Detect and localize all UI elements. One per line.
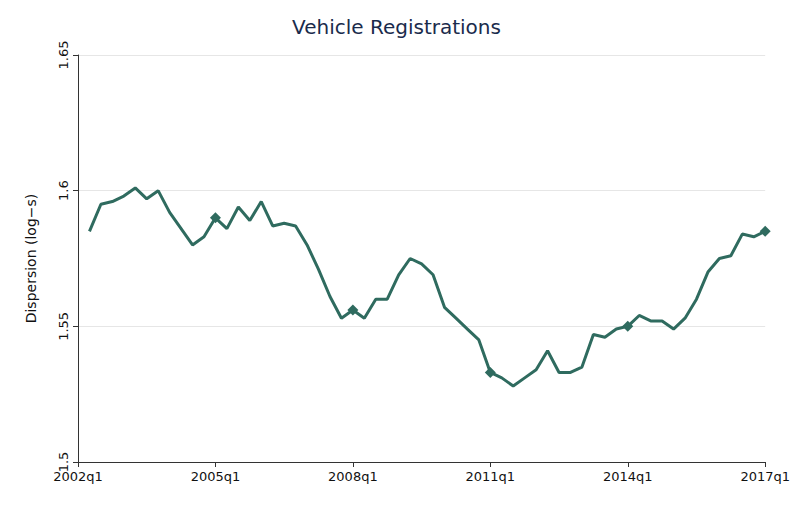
svg-text:1.65: 1.65	[56, 41, 71, 70]
svg-text:1.6: 1.6	[56, 180, 71, 201]
svg-text:2002q1: 2002q1	[53, 469, 103, 484]
svg-text:Dispersion (log−s): Dispersion (log−s)	[23, 194, 39, 324]
svg-text:1.55: 1.55	[56, 312, 71, 341]
svg-text:Vehicle Registrations: Vehicle Registrations	[292, 15, 501, 39]
svg-text:2008q1: 2008q1	[328, 469, 378, 484]
svg-text:2017q1: 2017q1	[740, 469, 790, 484]
svg-text:2011q1: 2011q1	[466, 469, 516, 484]
svg-text:2005q1: 2005q1	[191, 469, 241, 484]
svg-text:2014q1: 2014q1	[603, 469, 653, 484]
svg-text:1.5: 1.5	[56, 451, 71, 473]
